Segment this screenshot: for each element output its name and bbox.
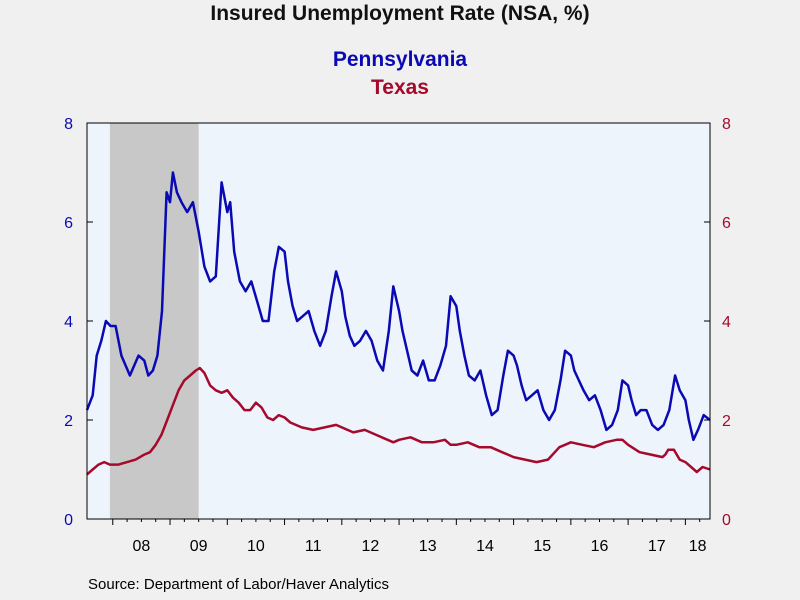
x-tick-label: 09 (190, 538, 208, 555)
x-tick-label: 15 (533, 538, 551, 555)
y-tick-label-right: 0 (722, 512, 731, 529)
x-tick-label: 18 (689, 538, 707, 555)
y-tick-label-left: 0 (64, 512, 73, 529)
x-tick-label: 11 (305, 538, 322, 555)
y-tick-label-right: 2 (722, 413, 731, 430)
x-tick-label: 16 (591, 538, 609, 555)
x-tick-label: 08 (132, 538, 150, 555)
series-line-texas (86, 366, 711, 476)
x-tick-label: 13 (419, 538, 437, 555)
y-tick-label-left: 8 (64, 116, 73, 133)
recession-shading (109, 123, 199, 519)
y-tick-label-right: 4 (722, 314, 731, 331)
legend-texas: Texas (371, 76, 429, 99)
y-tick-label-right: 6 (722, 215, 731, 232)
series-line-pennsylvania (85, 171, 711, 442)
series-layer (85, 171, 711, 476)
legend-pennsylvania: Pennsylvania (332, 48, 468, 71)
axes-layer: 0 2 4 6 8 0 2 4 6 8 08 09 10 11 12 13 14 15 16 17 18 (64, 116, 731, 555)
x-tick-label: 10 (247, 538, 265, 555)
x-tick-label: 17 (648, 538, 666, 555)
y-tick-label-left: 2 (64, 413, 73, 430)
y-tick-label-left: 6 (64, 215, 73, 232)
source-note: Source: Department of Labor/Haver Analyt… (88, 576, 389, 593)
chart-title: Insured Unemployment Rate (NSA, %) (210, 2, 590, 25)
y-tick-label-left: 4 (64, 314, 73, 331)
x-tick-label: 14 (476, 538, 494, 555)
y-tick-label-right: 8 (722, 116, 731, 133)
x-tick-label: 12 (362, 538, 380, 555)
